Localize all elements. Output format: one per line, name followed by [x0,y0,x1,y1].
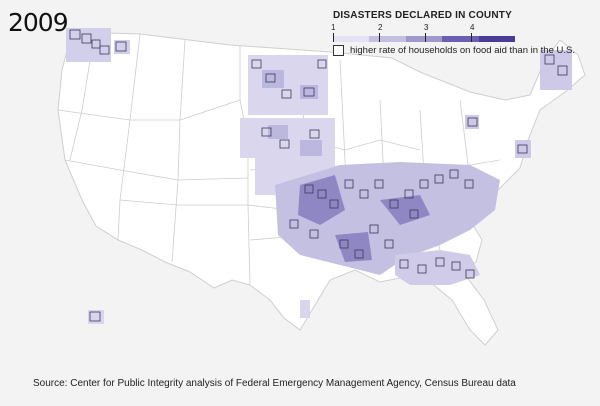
legend-tick-mark-2 [379,33,380,42]
legend-color-1 [333,36,370,42]
legend-color-scale [333,36,516,42]
legend-tick-3: 3 [424,23,429,32]
legend-color-2 [369,36,406,42]
legend-tick-1: 1 [331,23,336,32]
legend-tick-2: 2 [378,23,383,32]
legend-outline-text: higher rate of households on food aid th… [350,45,575,56]
legend-tick-4: 4 [470,23,475,32]
legend-scale: 1 2 3 4 [331,23,595,45]
legend-color-4 [442,36,479,42]
disaster-region-dakotas-darker [262,70,322,156]
legend: DISASTERS DECLARED IN COUNTY 1 2 3 4 hig… [331,10,595,56]
legend-tick-mark-1 [333,33,334,42]
legend-tick-mark-3 [425,33,426,42]
food-aid-county-outlines [69,29,568,322]
legend-title: DISASTERS DECLARED IN COUNTY [333,10,512,21]
legend-tick-mark-4 [471,33,472,42]
outline-swatch-icon [333,45,344,56]
legend-color-5 [478,36,516,42]
source-note: Source: Center for Public Integrity anal… [33,378,516,389]
legend-color-3 [405,36,443,42]
legend-outline-entry: higher rate of households on food aid th… [333,45,595,56]
disaster-region-southeast [395,250,480,285]
year-label: 2009 [8,8,69,37]
